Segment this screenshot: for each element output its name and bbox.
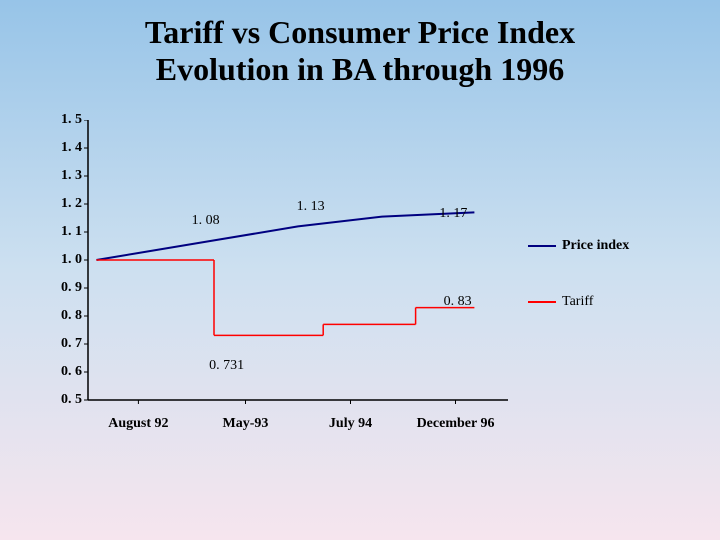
data-label: 1. 08: [192, 213, 220, 229]
legend-tariff: Tariff: [528, 294, 593, 310]
y-tick-label: 1. 1: [52, 224, 82, 240]
legend-line-icon: [528, 301, 556, 303]
y-tick-label: 1. 0: [52, 252, 82, 268]
x-tick-label: August 92: [108, 416, 168, 432]
y-tick-label: 1. 5: [52, 112, 82, 128]
y-tick-label: 0. 5: [52, 392, 82, 408]
legend-label: Price index: [562, 238, 629, 254]
data-label: 0. 83: [444, 294, 472, 310]
y-tick-label: 0. 7: [52, 336, 82, 352]
y-tick-label: 1. 4: [52, 140, 82, 156]
y-tick-label: 0. 9: [52, 280, 82, 296]
title-line-2: Evolution in BA through 1996: [156, 51, 564, 87]
x-tick-label: December 96: [417, 416, 495, 432]
legend-label: Tariff: [562, 294, 593, 310]
chart-area: 1. 51. 41. 31. 21. 11. 00. 90. 80. 70. 6…: [50, 120, 650, 480]
y-tick-label: 0. 8: [52, 308, 82, 324]
data-label: 1. 17: [439, 206, 467, 222]
slide: Tariff vs Consumer Price Index Evolution…: [0, 0, 720, 540]
slide-title: Tariff vs Consumer Price Index Evolution…: [0, 14, 720, 88]
x-tick-label: May-93: [223, 416, 269, 432]
y-tick-label: 1. 3: [52, 168, 82, 184]
data-label: 0. 731: [209, 358, 244, 374]
data-label: 1. 13: [297, 199, 325, 215]
legend-line-icon: [528, 245, 556, 247]
y-tick-label: 0. 6: [52, 364, 82, 380]
legend-price-index: Price index: [528, 238, 629, 254]
title-line-1: Tariff vs Consumer Price Index: [145, 14, 575, 50]
y-tick-label: 1. 2: [52, 196, 82, 212]
x-tick-label: July 94: [329, 416, 372, 432]
